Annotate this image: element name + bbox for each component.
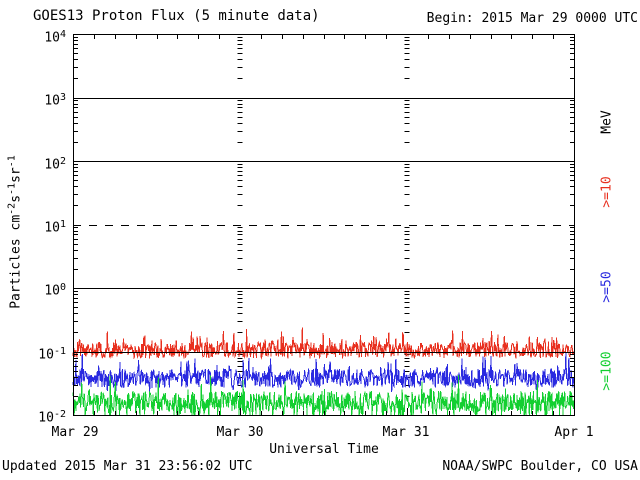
y-tick-label: 103 — [44, 92, 66, 109]
source-attribution: NOAA/SWPC Boulder, CO USA — [442, 459, 638, 474]
legend-gte50-label: >=50 — [599, 271, 615, 303]
plot-frame — [73, 34, 575, 416]
y-tick-label: 10-1 — [38, 346, 66, 363]
x-tick-label: Mar 31 — [382, 425, 430, 440]
legend-gte100-label: >=100 — [599, 351, 615, 391]
day-boundary-gridlines — [237, 37, 410, 397]
y-tick-label: 10-2 — [38, 409, 66, 426]
x-tick-label: Mar 29 — [51, 425, 99, 440]
y-tick-label: 100 — [44, 282, 66, 299]
y-tick-label: 102 — [44, 156, 66, 173]
chart-title: GOES13 Proton Flux (5 minute data) — [33, 8, 320, 24]
y-tick-label: 101 — [44, 219, 66, 236]
series-line-p_gte_10MeV — [72, 327, 575, 360]
decade-gridlines — [73, 98, 574, 353]
begin-timestamp: Begin: 2015 Mar 29 0000 UTC — [426, 11, 638, 26]
legend-units-label: MeV — [599, 110, 615, 134]
x-tick-label: Mar 30 — [216, 425, 264, 440]
x-axis-label: Universal Time — [269, 442, 379, 457]
axis-ticks — [74, 35, 574, 415]
y-tick-label: 104 — [44, 29, 66, 46]
x-tick-label: Apr 1 — [554, 425, 594, 440]
updated-timestamp: Updated 2015 Mar 31 23:56:02 UTC — [2, 459, 253, 474]
legend-gte10-label: >=10 — [599, 176, 615, 208]
flux-series — [72, 327, 575, 416]
series-line-p_gte_100MeV — [72, 375, 575, 416]
series-line-p_gte_50MeV — [72, 352, 575, 394]
y-axis-label: Particles cm-2s-1sr-1 — [6, 155, 24, 309]
